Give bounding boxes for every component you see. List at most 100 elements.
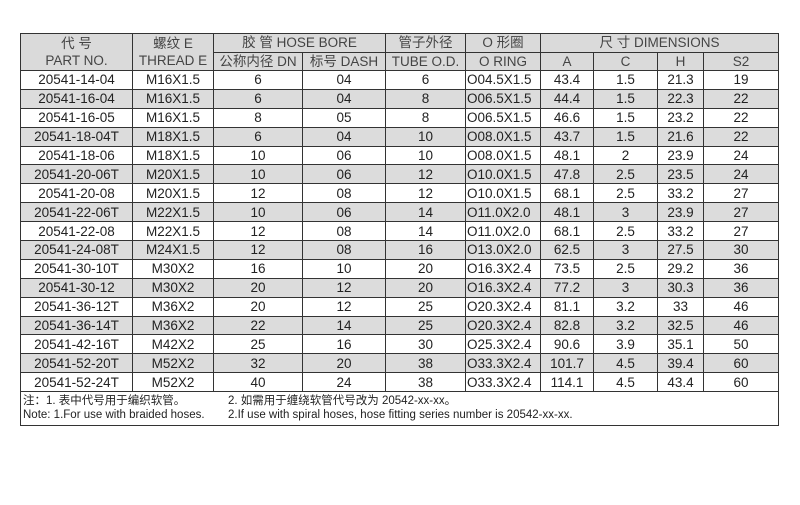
cell-thread: M18X1.5 [132,145,214,166]
cell-dim-h: 23.9 [657,145,704,166]
cell-dash: 16 [302,334,386,355]
cell-dim-a: 101.7 [540,353,594,374]
cell-dn: 20 [213,277,303,298]
cell-dim-s2: 24 [702,145,780,166]
cell-dim-s2: 27 [702,183,780,204]
cell-tube-od: 20 [385,258,466,279]
cell-dim-a: 77.2 [540,277,594,298]
cell-o-ring: O25.3X2.4 [465,334,541,355]
cell-o-ring: O10.0X1.5 [465,164,541,185]
cell-dim-a: 114.1 [540,372,594,393]
cell-dn: 12 [213,183,303,204]
cell-dash: 08 [302,221,386,242]
table-row: 20541-36-14T M36X2 22 14 25 O20.3X2.4 82.8 3.2 3… [20,315,780,336]
cell-dim-s2: 46 [702,296,780,317]
cell-dim-a: 48.1 [540,145,594,166]
cell-dim-s2: 27 [702,202,780,223]
cell-dim-c: 2 [593,145,658,166]
cell-dim-a: 62.5 [540,240,594,260]
cell-dim-h: 33.2 [657,221,704,242]
cell-o-ring: O16.3X2.4 [465,258,541,279]
header-thread: 螺纹 E THREAD E [132,33,214,71]
cell-dim-c: 2.5 [593,164,658,185]
cell-dim-c: 3 [593,277,658,298]
cell-dim-c: 4.5 [593,372,658,393]
table-row: 20541-16-04 M16X1.5 6 04 8 O06.5X1.5 44.4 1.5 22… [20,88,780,109]
header-h: H [657,51,704,71]
cell-dn: 10 [213,202,303,223]
cell-dim-s2: 36 [702,258,780,279]
cell-dim-h: 29.2 [657,258,704,279]
cell-part-no: 20541-18-04T [20,126,133,147]
cell-dash: 20 [302,353,386,374]
cell-dim-h: 35.1 [657,334,704,355]
header-a: A [540,51,594,71]
cell-part-no: 20541-22-06T [20,202,133,223]
cell-tube-od: 20 [385,277,466,298]
cell-dim-h: 33 [657,296,704,317]
cell-dash: 04 [302,126,386,147]
table-row: 20541-14-04 M16X1.5 6 04 6 O04.5X1.5 43.4 1.5 21… [20,70,780,90]
cell-part-no: 20541-22-08 [20,221,133,242]
cell-dn: 40 [213,372,303,393]
cell-dash: 06 [302,202,386,223]
cell-dim-s2: 60 [702,353,780,374]
cell-part-no: 20541-36-12T [20,296,133,317]
cell-part-no: 20541-42-16T [20,334,133,355]
cell-dim-s2: 19 [702,70,780,90]
table-row: 20541-30-12 M30X2 20 12 20 O16.3X2.4 77.2 3 30.3… [20,277,780,298]
table-row: 20541-20-06T M20X1.5 10 06 12 O10.0X1.5 47.8 2.… [20,164,780,185]
cell-o-ring: O33.3X2.4 [465,372,541,393]
cell-dn: 6 [213,70,303,90]
table-row: 20541-52-24T M52X2 40 24 38 O33.3X2.4 114.1 4.5… [20,372,780,393]
cell-dn: 12 [213,221,303,242]
cell-thread: M30X2 [132,277,214,298]
cell-dn: 10 [213,145,303,166]
cell-thread: M30X2 [132,258,214,279]
cell-dim-a: 82.8 [540,315,594,336]
table-row: 20541-22-08 M22X1.5 12 08 14 O11.0X2.0 68.1 2.5… [20,221,780,242]
cell-thread: M36X2 [132,315,214,336]
cell-dn: 20 [213,296,303,317]
cell-dim-s2: 36 [702,277,780,298]
cell-dn: 32 [213,353,303,374]
cell-thread: M22X1.5 [132,202,214,223]
cell-o-ring: O11.0X2.0 [465,221,541,242]
cell-dim-h: 21.3 [657,70,704,90]
cell-tube-od: 10 [385,145,466,166]
header-dash: 标号 DASH [302,51,386,71]
table-row: 20541-36-12T M36X2 20 12 25 O20.3X2.4 81.1 3.2 3… [20,296,780,317]
cell-thread: M16X1.5 [132,88,214,109]
header-oring-cn: O 形圈 [465,33,541,53]
cell-dash: 06 [302,145,386,166]
cell-dim-c: 2.5 [593,183,658,204]
header-oring-en: O RING [465,51,541,71]
cell-dim-s2: 60 [702,372,780,393]
cell-thread: M18X1.5 [132,126,214,147]
cell-dim-c: 2.5 [593,258,658,279]
cell-part-no: 20541-20-08 [20,183,133,204]
cell-part-no: 20541-18-06 [20,145,133,166]
cell-dim-a: 90.6 [540,334,594,355]
cell-tube-od: 25 [385,296,466,317]
cell-thread: M52X2 [132,372,214,393]
cell-dn: 8 [213,107,303,128]
cell-dim-c: 1.5 [593,88,658,109]
cell-dim-c: 3 [593,240,658,260]
cell-tube-od: 38 [385,372,466,393]
cell-thread: M20X1.5 [132,164,214,185]
cell-dim-c: 2.5 [593,221,658,242]
cell-dim-c: 3 [593,202,658,223]
cell-part-no: 20541-20-06T [20,164,133,185]
cell-thread: M16X1.5 [132,70,214,90]
cell-dim-h: 23.9 [657,202,704,223]
cell-o-ring: O33.3X2.4 [465,353,541,374]
cell-dim-h: 23.5 [657,164,704,185]
cell-dim-s2: 30 [702,240,780,260]
note-cn-1: 注：1. 表中代号用于编织软管。 [23,395,186,408]
cell-part-no: 20541-24-08T [20,240,133,260]
cell-tube-od: 12 [385,164,466,185]
table-row: 20541-18-04T M18X1.5 6 04 10 O08.0X1.5 43.7 1.5… [20,126,780,147]
cell-tube-od: 6 [385,70,466,90]
cell-dim-a: 47.8 [540,164,594,185]
